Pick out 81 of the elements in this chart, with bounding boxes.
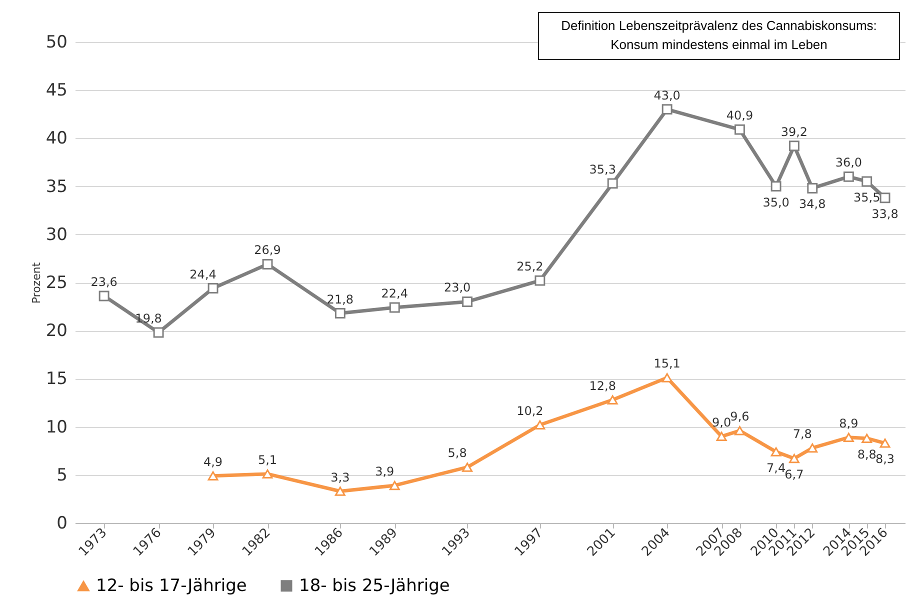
point [880, 192, 890, 204]
y-tick-label: 0 [56, 514, 68, 534]
data-label: 23,0 [444, 280, 471, 295]
y-tick-label: 15 [46, 369, 68, 390]
point [788, 454, 800, 464]
point [462, 296, 473, 307]
point [807, 443, 818, 453]
data-label: 8,9 [839, 416, 858, 430]
data-label: 6,7 [784, 468, 804, 482]
data-label: 26,9 [254, 243, 281, 258]
point [788, 140, 800, 152]
data-label: 7,4 [766, 460, 786, 475]
data-label: 5,1 [258, 452, 278, 467]
point [153, 327, 164, 338]
data-label: 34,8 [799, 197, 826, 212]
data-label: 40,9 [726, 108, 754, 123]
data-label: 35,5 [854, 190, 880, 204]
y-tick-label: 25 [46, 273, 68, 293]
y-tick-label: 50 [46, 32, 68, 52]
data-label: 43,0 [654, 88, 680, 102]
y-tick-label: 45 [46, 80, 68, 101]
y-tick-label: 10 [46, 417, 68, 438]
y-axis-title: Prozent [30, 262, 43, 304]
point [334, 486, 346, 496]
legend-label: 18- bis 25-Jährige [299, 576, 450, 596]
point [208, 283, 218, 294]
point [462, 462, 473, 472]
point [880, 438, 890, 448]
point [208, 471, 218, 480]
point [843, 432, 854, 442]
point [770, 447, 782, 456]
data-label: 7,8 [792, 426, 812, 441]
data-label: 33,8 [872, 206, 898, 221]
data-label: 35,3 [589, 162, 616, 176]
y-tick-label: 30 [46, 224, 68, 245]
point [334, 308, 346, 319]
point [262, 469, 273, 479]
data-label: 8,8 [857, 447, 876, 462]
data-label: 22,4 [381, 286, 408, 301]
point [862, 434, 872, 443]
point [862, 176, 872, 187]
point [807, 183, 818, 194]
point [98, 290, 110, 302]
point [734, 124, 745, 135]
point [389, 302, 400, 313]
data-label: 23,6 [90, 274, 118, 289]
data-label: 4,9 [203, 454, 223, 469]
point [770, 181, 782, 192]
data-label: 39,2 [780, 124, 808, 139]
data-label: 3,3 [330, 470, 350, 484]
data-label: 21,8 [326, 292, 354, 306]
point [734, 426, 745, 436]
data-label: 24,4 [190, 267, 216, 282]
data-label: 9,6 [730, 410, 750, 424]
point [534, 420, 546, 430]
data-label: 25,2 [516, 260, 544, 274]
point [534, 275, 546, 286]
data-label: 8,3 [875, 452, 895, 466]
data-label: 36,0 [835, 156, 862, 170]
y-tick-label: 35 [46, 176, 68, 197]
data-label: 9,0 [712, 415, 732, 430]
y-tick-label: 40 [46, 128, 68, 149]
point [607, 395, 618, 404]
y-tick-label: 5 [56, 465, 68, 486]
text-box: Definition Lebenszeitprävalenz des Cannabiskonsums: Konsum mindestens einmal im Leben [538, 12, 900, 60]
point [389, 480, 400, 490]
data-label: 5,8 [448, 446, 467, 460]
data-label: 12,8 [589, 378, 616, 393]
point [843, 171, 854, 182]
data-label: 15,1 [654, 356, 680, 371]
data-label: 35,0 [762, 195, 790, 210]
data-label: 10,2 [516, 404, 544, 418]
legend-label: 12- bis 17-Jährige [96, 576, 247, 596]
point [716, 432, 727, 442]
point [662, 104, 672, 115]
point [607, 178, 618, 189]
point [262, 259, 273, 270]
point [662, 373, 672, 382]
data-label: 3,9 [375, 464, 394, 478]
y-tick-label: 20 [46, 321, 68, 342]
annotation: Definition Lebenszeitprävalenz des Cannabiskonsums: Konsum mindestens einmal im Leben [560, 17, 878, 54]
